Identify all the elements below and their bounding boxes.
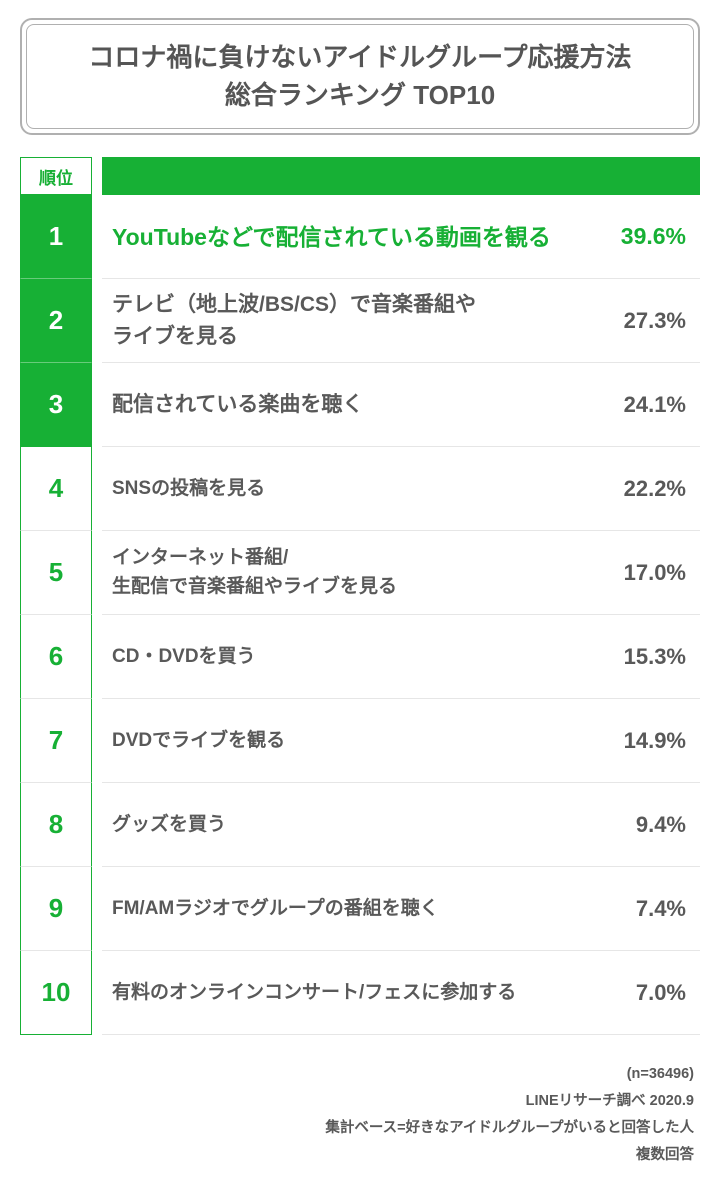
table-row: 7DVDでライブを観る14.9% xyxy=(20,699,700,783)
label-cell: FM/AMラジオでグループの番組を聴く xyxy=(102,867,611,951)
percent-cell: 24.1% xyxy=(611,363,700,447)
percent-cell: 9.4% xyxy=(611,783,700,867)
column-spacer xyxy=(92,157,102,195)
rank-cell: 9 xyxy=(20,867,92,951)
rank-cell: 10 xyxy=(20,951,92,1035)
table-row: 3配信されている楽曲を聴く24.1% xyxy=(20,363,700,447)
table-row: 1YouTubeなどで配信されている動画を観る39.6% xyxy=(20,195,700,279)
footer-notes: (n=36496) LINEリサーチ調べ 2020.9 集計ベース=好きなアイド… xyxy=(20,1061,700,1168)
label-cell: 有料のオンラインコンサート/フェスに参加する xyxy=(102,951,611,1035)
table-row: 8グッズを買う9.4% xyxy=(20,783,700,867)
title-line-1: コロナ禍に負けないアイドルグループ応援方法 xyxy=(45,39,675,77)
column-spacer xyxy=(92,867,102,951)
column-spacer xyxy=(92,699,102,783)
column-spacer xyxy=(92,951,102,1035)
label-cell: インターネット番組/生配信で音楽番組やライブを見る xyxy=(102,531,611,615)
rank-cell: 4 xyxy=(20,447,92,531)
rank-cell: 3 xyxy=(20,363,92,447)
label-cell: グッズを買う xyxy=(102,783,611,867)
footer-line-2: LINEリサーチ調べ 2020.9 xyxy=(20,1088,694,1115)
label-cell: テレビ（地上波/BS/CS）で音楽番組やライブを見る xyxy=(102,279,611,363)
table-row: 4SNSの投稿を見る22.2% xyxy=(20,447,700,531)
rank-cell: 2 xyxy=(20,279,92,363)
title-line-2: 総合ランキング TOP10 xyxy=(45,77,675,115)
column-spacer xyxy=(92,531,102,615)
table-header-row: 順位 xyxy=(20,157,700,195)
rank-cell: 1 xyxy=(20,195,92,279)
footer-line-1: (n=36496) xyxy=(20,1061,694,1088)
footer-line-3: 集計ベース=好きなアイドルグループがいると回答した人 xyxy=(20,1115,694,1142)
table-row: 6CD・DVDを買う15.3% xyxy=(20,615,700,699)
table-row: 5インターネット番組/生配信で音楽番組やライブを見る17.0% xyxy=(20,531,700,615)
rank-cell: 7 xyxy=(20,699,92,783)
percent-cell: 14.9% xyxy=(611,699,700,783)
label-cell: SNSの投稿を見る xyxy=(102,447,611,531)
column-spacer xyxy=(92,279,102,363)
header-green-bar xyxy=(102,157,700,195)
column-spacer xyxy=(92,447,102,531)
percent-cell: 7.0% xyxy=(611,951,700,1035)
rank-cell: 5 xyxy=(20,531,92,615)
title-container: コロナ禍に負けないアイドルグループ応援方法 総合ランキング TOP10 xyxy=(20,18,700,135)
rank-cell: 6 xyxy=(20,615,92,699)
column-spacer xyxy=(92,363,102,447)
percent-cell: 15.3% xyxy=(611,615,700,699)
label-cell: YouTubeなどで配信されている動画を観る xyxy=(102,195,611,279)
percent-cell: 39.6% xyxy=(611,195,700,279)
rank-header: 順位 xyxy=(20,157,92,195)
label-cell: DVDでライブを観る xyxy=(102,699,611,783)
label-cell: 配信されている楽曲を聴く xyxy=(102,363,611,447)
table-row: 2テレビ（地上波/BS/CS）で音楽番組やライブを見る27.3% xyxy=(20,279,700,363)
table-row: 9FM/AMラジオでグループの番組を聴く7.4% xyxy=(20,867,700,951)
table-row: 10有料のオンラインコンサート/フェスに参加する7.0% xyxy=(20,951,700,1035)
column-spacer xyxy=(92,783,102,867)
column-spacer xyxy=(92,615,102,699)
percent-cell: 17.0% xyxy=(611,531,700,615)
percent-cell: 22.2% xyxy=(611,447,700,531)
footer-line-4: 複数回答 xyxy=(20,1142,694,1169)
rank-cell: 8 xyxy=(20,783,92,867)
column-spacer xyxy=(92,195,102,279)
title-inner: コロナ禍に負けないアイドルグループ応援方法 総合ランキング TOP10 xyxy=(26,24,694,129)
percent-cell: 27.3% xyxy=(611,279,700,363)
ranking-table: 順位 1YouTubeなどで配信されている動画を観る39.6%2テレビ（地上波/… xyxy=(20,157,700,1035)
percent-cell: 7.4% xyxy=(611,867,700,951)
label-cell: CD・DVDを買う xyxy=(102,615,611,699)
